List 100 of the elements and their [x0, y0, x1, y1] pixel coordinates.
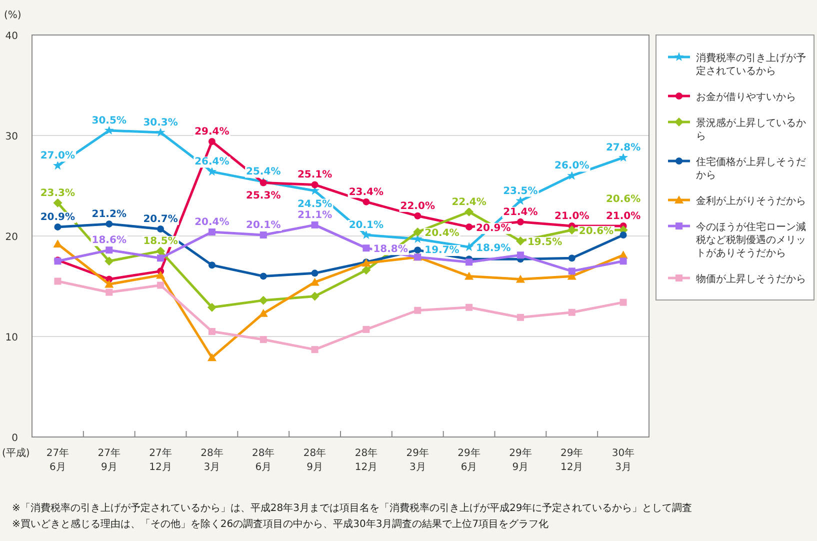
- point: [311, 181, 318, 188]
- point: [157, 282, 164, 289]
- point: [568, 268, 576, 275]
- data-label: 26.4%: [194, 156, 230, 168]
- point: [208, 262, 216, 269]
- legend-label: 消費税率の引き上げが予定されているから: [696, 52, 806, 77]
- point: [106, 288, 113, 296]
- x-tick-label: 29年 6月: [458, 447, 480, 473]
- x-tick-label: 27年 9月: [98, 447, 120, 473]
- point: [104, 125, 114, 135]
- point: [208, 328, 216, 335]
- data-label: 26.0%: [554, 160, 590, 172]
- point: [568, 254, 576, 262]
- point: [362, 266, 371, 275]
- point: [104, 256, 114, 266]
- point: [311, 221, 318, 228]
- point: [362, 198, 370, 206]
- point: [207, 166, 217, 176]
- point: [412, 234, 422, 244]
- point: [620, 258, 627, 265]
- point: [466, 223, 473, 230]
- data-label: 30.5%: [92, 115, 126, 126]
- point: [208, 228, 216, 236]
- data-label: 27.0%: [40, 150, 76, 162]
- point: [156, 270, 166, 279]
- point: [156, 246, 166, 256]
- legend-label: 今のほうが住宅ローン減税など税制優遇のメリットがありそうだから: [696, 221, 806, 259]
- point: [620, 231, 627, 238]
- x-tick-label: 30年 3月: [612, 447, 635, 473]
- data-label: 19.5%: [527, 237, 562, 248]
- data-label: 21.2%: [92, 208, 126, 220]
- text: ※買いどきと感じる理由は、「その他」を除く26の調査項目の中から、平成30年3月調査の結果で上位7項目をグラフ化: [12, 518, 549, 530]
- point: [413, 227, 422, 236]
- data-label: 20.4%: [424, 228, 460, 239]
- point: [258, 296, 268, 305]
- legend-label: お金が借りやすいから: [696, 91, 796, 103]
- point: [414, 212, 422, 220]
- data-label: 20.6%: [578, 226, 614, 237]
- y-tick-label: 20: [5, 232, 18, 243]
- legend-label: 物価が上昇しそうだから: [696, 273, 806, 285]
- point: [106, 220, 113, 228]
- point: [361, 230, 371, 240]
- data-label: 30.3%: [143, 117, 178, 128]
- data-label: 21.0%: [554, 210, 590, 222]
- y-tick-label: 40: [5, 31, 18, 42]
- data-label: 20.7%: [143, 214, 178, 225]
- data-label: 27.8%: [606, 142, 641, 154]
- point: [207, 302, 216, 312]
- point: [516, 218, 524, 226]
- data-label: 18.8%: [373, 244, 408, 256]
- point: [362, 244, 370, 252]
- point: [260, 272, 267, 280]
- point: [618, 152, 628, 162]
- data-label: 23.3%: [40, 188, 76, 199]
- data-label: 18.6%: [92, 235, 126, 246]
- point: [466, 258, 473, 266]
- point: [260, 231, 267, 238]
- point: [54, 278, 62, 285]
- data-label: 20.1%: [348, 220, 384, 231]
- data-label: 18.5%: [143, 236, 178, 248]
- point: [464, 207, 474, 216]
- x-tick-label: 28年 12月: [354, 447, 378, 473]
- point: [310, 292, 320, 301]
- x-tick-label: 28年 6月: [252, 447, 275, 473]
- point: [156, 127, 166, 137]
- data-label: 20.1%: [246, 220, 281, 231]
- point: [208, 138, 216, 146]
- data-label: 22.4%: [452, 196, 486, 208]
- point: [516, 314, 524, 321]
- data-label: 18.9%: [476, 243, 511, 254]
- data-label: 21.1%: [297, 210, 332, 221]
- point: [157, 225, 164, 232]
- legend-label: 金利が上がりそうだから: [696, 195, 806, 207]
- point: [260, 336, 267, 344]
- y-axis-title: (%): [4, 10, 22, 21]
- point: [414, 306, 422, 314]
- data-label: 20.6%: [606, 194, 641, 205]
- data-label: 29.4%: [194, 126, 230, 138]
- point: [620, 298, 627, 306]
- point: [207, 353, 216, 362]
- point: [311, 270, 318, 277]
- data-label: 21.4%: [503, 206, 538, 218]
- x-tick-label: 27年 12月: [149, 447, 172, 473]
- point: [414, 246, 422, 254]
- x-tick-label: 27年 6月: [46, 447, 70, 473]
- point: [53, 198, 62, 208]
- data-label: 19.7%: [424, 245, 460, 256]
- x-axis-title: (平成): [2, 447, 30, 459]
- point: [567, 225, 576, 234]
- point: [260, 179, 267, 186]
- point: [310, 278, 320, 286]
- legend-label: 景況感が上昇しているから: [696, 117, 806, 142]
- data-label: 20.9%: [476, 222, 511, 234]
- text: ※「消費税率の引き上げが予定されているから」は、平成28年3月までは項目名を「消費税率の引き上げが平成29年に予定されているから」として調査: [12, 502, 692, 514]
- x-tick-label: 29年 9月: [509, 447, 532, 473]
- point: [466, 304, 473, 311]
- x-tick-label: 28年 9月: [303, 447, 326, 473]
- point: [311, 346, 318, 354]
- legend-label: 住宅価格が上昇しそうだから: [696, 156, 806, 181]
- point: [516, 252, 524, 259]
